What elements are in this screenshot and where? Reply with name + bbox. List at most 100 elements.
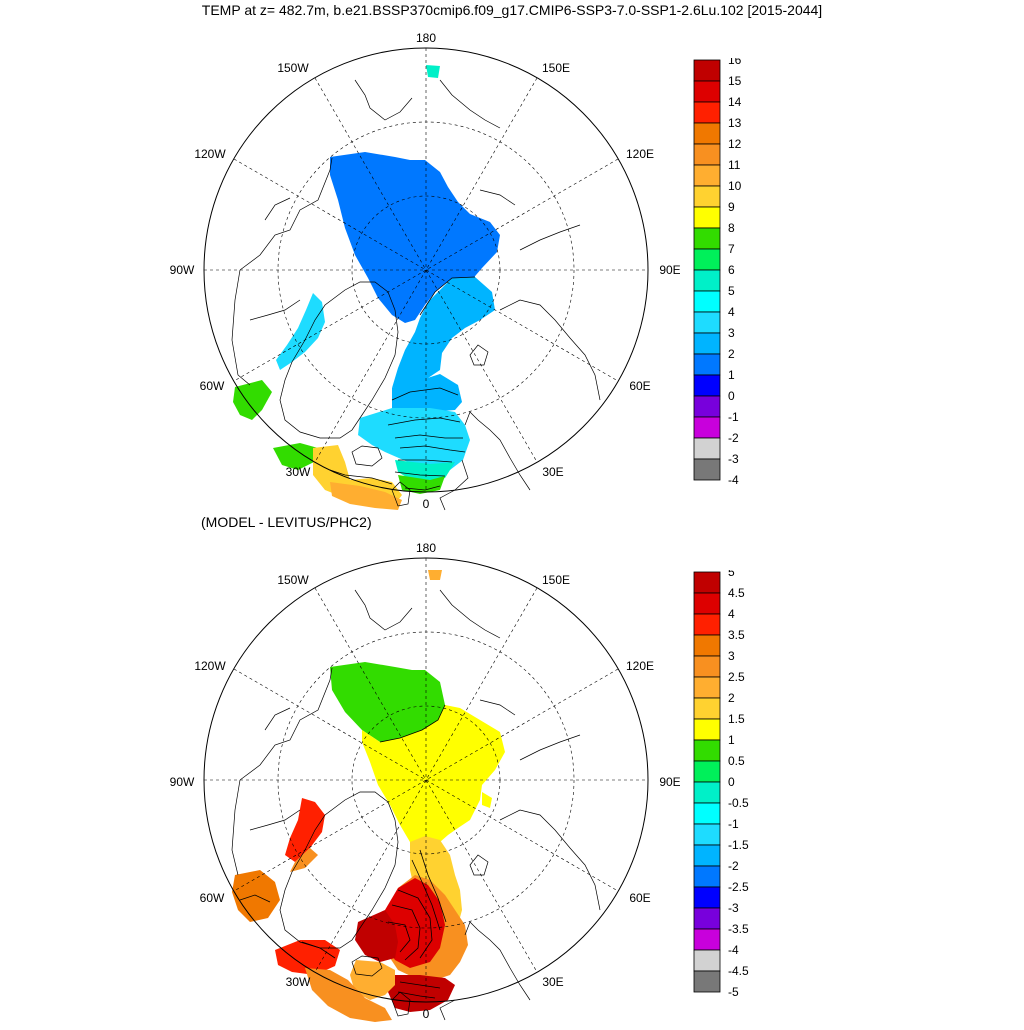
contour-line xyxy=(398,459,453,463)
lon-label-150w: 150W xyxy=(277,573,309,587)
colorbar-tick-label: 11 xyxy=(728,158,741,172)
colorbar-swatch xyxy=(693,437,721,460)
field-region-southern-max xyxy=(388,975,455,1012)
coastline-british-isles xyxy=(391,991,411,1017)
polar-map-temperature: 180 150E 120E 90E 60E 30E 0 30W 60W 90W … xyxy=(170,31,680,511)
lon-label-30w: 30W xyxy=(286,975,311,989)
field-region-baffin xyxy=(285,798,325,862)
field-region-irminger xyxy=(273,443,318,470)
colorbar-tick-label: 14 xyxy=(728,95,742,109)
colorbar-tick-label: -1.5 xyxy=(728,838,749,852)
colorbar-swatch xyxy=(693,634,721,657)
field-region-1-to-1p5 xyxy=(362,705,505,845)
colorbar-tick-label: 15 xyxy=(728,74,742,88)
colorbar-swatch xyxy=(693,227,721,250)
colorbar-tick-label: 1.5 xyxy=(728,712,745,726)
colorbar-tick-label: 5 xyxy=(728,284,735,298)
colorbar-tick-label: 2 xyxy=(728,691,735,705)
field-region-bering xyxy=(428,570,442,580)
coastlines xyxy=(231,79,601,511)
contour-line xyxy=(394,471,446,477)
lon-label-120w: 120W xyxy=(194,659,226,673)
colorbar-swatch xyxy=(693,458,721,481)
colorbar-swatch xyxy=(693,80,721,103)
contour-line xyxy=(397,991,436,999)
graticule xyxy=(204,558,648,1002)
contour-line xyxy=(399,445,466,453)
contour-line xyxy=(404,485,441,491)
lon-label-60e: 60E xyxy=(629,891,650,905)
lon-label-90w: 90W xyxy=(170,775,195,789)
colorbar-swatch xyxy=(693,907,721,930)
colorbar-swatch xyxy=(693,59,721,82)
graticule xyxy=(204,48,648,492)
field-region-north-atlantic xyxy=(330,482,402,510)
lon-label-90e: 90E xyxy=(659,775,680,789)
colorbar-swatch xyxy=(693,290,721,313)
coastline-iceland xyxy=(351,445,383,467)
colorbar-swatch xyxy=(693,143,721,166)
coastlines xyxy=(231,589,601,1021)
colorbar-swatch xyxy=(693,844,721,867)
colorbar-swatch xyxy=(693,739,721,762)
colorbar-swatch xyxy=(693,332,721,355)
colorbar-tick-label: 3.5 xyxy=(728,628,745,642)
colorbar-swatch xyxy=(693,353,721,376)
lon-label-30w: 30W xyxy=(286,465,311,479)
contour-line xyxy=(399,981,441,989)
colorbar-tick-label: 4.5 xyxy=(728,586,745,600)
field-region-bering xyxy=(426,65,440,78)
contour-line xyxy=(394,434,463,439)
field-fill xyxy=(232,570,505,1022)
coastline-canada xyxy=(231,667,333,876)
field-region-irminger xyxy=(275,940,340,975)
coastline-canada xyxy=(231,157,333,386)
colorbar-tick-label: 5 xyxy=(728,570,735,579)
lon-label-120e: 120E xyxy=(626,659,654,673)
colorbar-tick-label: 8 xyxy=(728,221,735,235)
meridian-150e-30w xyxy=(314,587,538,973)
colorbar-swatch xyxy=(693,760,721,783)
colorbar-tick-label: 12 xyxy=(728,137,742,151)
colorbar-swatch xyxy=(693,374,721,397)
figure-title: TEMP at z= 482.7m, b.e21.BSSP370cmip6.f0… xyxy=(201,2,823,18)
longitude-labels: 180 150E 120E 90E 60E 30E 0 30W 60W 90W … xyxy=(170,541,680,1021)
colorbar-swatch xyxy=(693,697,721,720)
colorbar-tick-label: 16 xyxy=(728,58,742,67)
colorbar-swatch xyxy=(693,802,721,825)
coastline-svalbard xyxy=(469,344,489,366)
field-region-3-to-4 xyxy=(392,277,495,388)
lon-label-150e: 150E xyxy=(542,573,570,587)
contour-line xyxy=(391,387,459,401)
colorbar-tick-label: -3 xyxy=(728,452,739,466)
colorbar-tick-label: -3.5 xyxy=(728,922,749,936)
meridian-120e-60w xyxy=(233,668,619,892)
contour-lines xyxy=(239,704,447,999)
colorbar-tick-label: -1 xyxy=(728,410,739,424)
field-fill xyxy=(233,65,500,510)
colorbar-tick-label: -2 xyxy=(728,859,739,873)
colorbar-tick-label: 3 xyxy=(728,649,735,663)
colorbar-tick-label: 3 xyxy=(728,326,735,340)
lon-label-30e: 30E xyxy=(542,465,563,479)
colorbar-tick-label: 2 xyxy=(728,347,735,361)
colorbar-tick-label: 10 xyxy=(728,179,742,193)
contour-line xyxy=(419,276,476,316)
contour-line xyxy=(397,889,433,959)
contour-line xyxy=(379,704,446,743)
contour-lines xyxy=(329,276,476,491)
meridian-150w-30e xyxy=(314,587,538,973)
difference-subtitle: (MODEL - LEVITUS/PHC2) xyxy=(201,514,372,530)
field-region-labrador xyxy=(233,380,272,420)
field-region-iceland-basin xyxy=(350,960,395,1000)
field-region-6-to-7 xyxy=(395,460,455,482)
colorbar-tick-label: 1 xyxy=(728,368,735,382)
colorbar-swatch xyxy=(693,122,721,145)
contour-line xyxy=(391,904,421,961)
colorbar-tick-label: 4 xyxy=(728,607,735,621)
colorbar-swatch xyxy=(693,164,721,187)
lon-label-90w: 90W xyxy=(170,263,195,277)
coastline-svalbard xyxy=(469,854,489,876)
lon-label-60w: 60W xyxy=(200,891,225,905)
field-region-7-to-8 xyxy=(398,475,445,494)
